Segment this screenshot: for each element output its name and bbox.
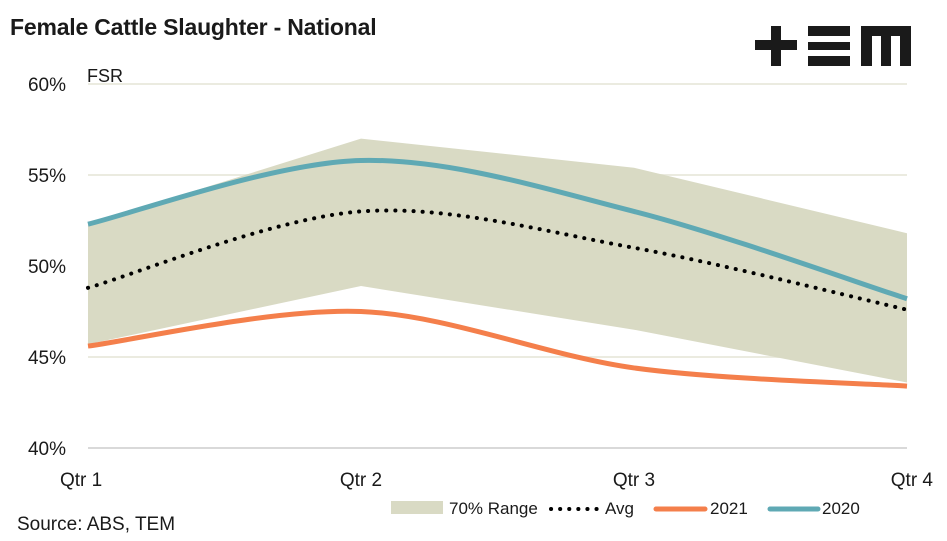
x-tick-label: Qtr 1 [60,470,102,491]
source-note: Source: ABS, TEM [17,514,176,535]
tem-logo [755,24,915,74]
legend-label-2021: 2021 [710,499,748,518]
legend-label-avg: Avg [605,499,634,518]
x-tick-label: Qtr 2 [340,470,382,491]
y-tick-label: 40% [28,439,66,460]
series-line-2021 [87,308,908,389]
legend-label-range: 70% Range [449,499,538,518]
y-axis-unit-label: FSR [87,66,123,86]
legend: 70% Range Avg 2021 2020 [391,499,860,518]
legend-label-2020: 2020 [822,499,860,518]
series-line-avg [86,208,909,312]
y-tick-label: 50% [28,257,66,278]
x-tick-label: Qtr 3 [613,470,655,491]
y-tick-label: 60% [28,75,66,96]
y-tick-label: 55% [28,166,66,187]
range-band-70pct [88,138,907,383]
x-tick-label: Qtr 4 [891,470,934,491]
series-line-2020 [87,157,908,302]
legend-swatch-range [391,501,443,514]
chart-title: Female Cattle Slaughter - National [10,14,377,40]
y-tick-label: 45% [28,348,66,369]
y-axis: 40% 45% 50% 55% 60% [28,75,66,460]
x-axis: Qtr 1 Qtr 2 Qtr 3 Qtr 4 [60,470,933,491]
